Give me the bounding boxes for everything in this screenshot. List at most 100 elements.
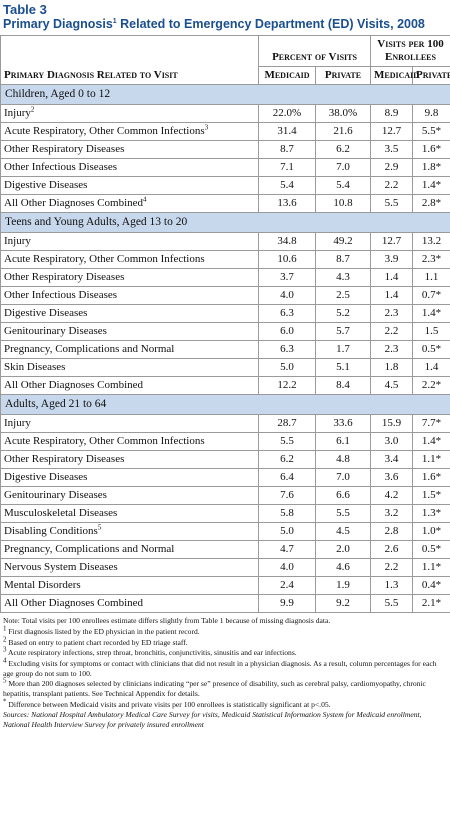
data-row: Other Respiratory Diseases 3.7 4.3 1.4 1.1 xyxy=(0,268,450,287)
section-title: Children, Aged 0 to 12 xyxy=(0,84,450,105)
value-cell: 0.5* xyxy=(412,540,450,559)
data-row: All Other Diagnoses Combined 12.2 8.4 4.5 2.… xyxy=(0,376,450,395)
value-cell: 1.4* xyxy=(412,176,450,195)
value-cell: 1.4 xyxy=(370,268,413,287)
footnote: 4 Excluding visits for symptoms or conta… xyxy=(3,657,447,678)
row-label: Other Respiratory Diseases xyxy=(4,453,125,465)
value-cell: 1.1* xyxy=(412,558,450,577)
value-cell: 1.3 xyxy=(370,576,413,595)
value-cell: 8.7 xyxy=(315,250,371,269)
value-cell: 1.6* xyxy=(412,140,450,159)
value-cell: 3.7 xyxy=(258,268,316,287)
row-label-cell: Other Respiratory Diseases xyxy=(0,140,259,159)
section-title: Teens and Young Adults, Aged 13 to 20 xyxy=(0,212,450,233)
value-cell: 1.5* xyxy=(412,486,450,505)
row-label-cell: Other Respiratory Diseases xyxy=(0,268,259,287)
header-row: Primary Diagnosis Related to Visit Percen… xyxy=(0,35,450,85)
value-cell: 1.0* xyxy=(412,522,450,541)
value-cell: 6.0 xyxy=(258,322,316,341)
row-label-cell: Other Infectious Diseases xyxy=(0,158,259,177)
value-cell: 2.3 xyxy=(370,340,413,359)
value-cell: 2.1* xyxy=(412,594,450,613)
table-label: Table 3 xyxy=(3,2,47,17)
value-cell: 10.6 xyxy=(258,250,316,269)
value-cell: 7.0 xyxy=(315,468,371,487)
value-cell: 3.5 xyxy=(370,140,413,159)
footnote-ref: 3 xyxy=(204,123,209,132)
value-cell: 5.5 xyxy=(370,594,413,613)
data-row: Other Infectious Diseases 4.0 2.5 1.4 0.7* xyxy=(0,286,450,305)
footnote-ref: 4 xyxy=(143,195,147,204)
value-cell: 8.9 xyxy=(370,104,413,123)
value-cell: 0.5* xyxy=(412,340,450,359)
row-label: Genitourinary Diseases xyxy=(4,325,107,337)
value-cell: 21.6 xyxy=(315,122,371,141)
value-cell: 2.5 xyxy=(315,286,371,305)
value-cell: 1.1 xyxy=(412,268,450,287)
value-cell: 4.7 xyxy=(258,540,316,559)
footnote-mark: * xyxy=(3,697,7,706)
row-label: Mental Disorders xyxy=(4,579,81,591)
value-cell: 1.9 xyxy=(315,576,371,595)
data-row: Nervous System Diseases 4.0 4.6 2.2 1.1* xyxy=(0,558,450,577)
value-cell: 5.7 xyxy=(315,322,371,341)
value-cell: 49.2 xyxy=(315,232,371,251)
footnote-mark: 1 xyxy=(3,624,7,633)
row-label-cell: Acute Respiratory, Other Common Infectio… xyxy=(0,122,259,141)
data-row: Genitourinary Diseases 6.0 5.7 2.2 1.5 xyxy=(0,322,450,341)
value-cell: 1.1* xyxy=(412,450,450,469)
row-label: Acute Respiratory, Other Common Infectio… xyxy=(4,253,205,265)
header-row: Medicaid Private Medicaid Private xyxy=(1,66,450,85)
value-cell: 38.0% xyxy=(315,104,371,123)
row-label: Acute Respiratory, Other Common Infectio… xyxy=(4,435,205,447)
group-header: Percent of Visits xyxy=(258,35,371,67)
value-cell: 15.9 xyxy=(370,414,413,433)
section-row: Teens and Young Adults, Aged 13 to 20 xyxy=(0,212,450,233)
row-label-cell: Digestive Diseases xyxy=(0,304,259,323)
data-row: Mental Disorders 2.4 1.9 1.3 0.4* xyxy=(0,576,450,595)
value-cell: 5.8 xyxy=(258,504,316,523)
row-label: Other Respiratory Diseases xyxy=(4,143,125,155)
value-cell: 5.2 xyxy=(315,304,371,323)
value-cell: 2.6 xyxy=(370,540,413,559)
value-cell: 12.7 xyxy=(370,232,413,251)
footnote-mark: 3 xyxy=(3,645,7,654)
data-row: All Other Diagnoses Combined 9.9 9.2 5.5 2.1… xyxy=(0,594,450,613)
value-cell: 4.6 xyxy=(315,558,371,577)
value-cell: 33.6 xyxy=(315,414,371,433)
row-label: Disabling Conditions xyxy=(4,525,98,537)
data-row: Other Infectious Diseases 7.1 7.0 2.9 1.8* xyxy=(0,158,450,177)
row-label: Other Respiratory Diseases xyxy=(4,271,125,283)
value-cell: 5.5 xyxy=(315,504,371,523)
footnote-text: Acute respiratory infections, strep thro… xyxy=(7,648,297,658)
data-row: Digestive Diseases 6.4 7.0 3.6 1.6* xyxy=(0,468,450,487)
value-cell: 5.4 xyxy=(258,176,316,195)
value-cell: 13.2 xyxy=(412,232,450,251)
row-label-cell: Digestive Diseases xyxy=(0,176,259,195)
value-cell: 2.4 xyxy=(258,576,316,595)
row-label: Genitourinary Diseases xyxy=(4,489,107,501)
row-label-cell: All Other Diagnoses Combined4 xyxy=(0,194,259,213)
column-header: Medicaid xyxy=(370,66,419,85)
footnote: 1 First diagnosis listed by the ED physi… xyxy=(3,624,447,636)
value-cell: 10.8 xyxy=(315,194,371,213)
data-row: Digestive Diseases 6.3 5.2 2.3 1.4* xyxy=(0,304,450,323)
footnote-text: First diagnosis listed by the ED physici… xyxy=(8,626,200,636)
footnote-text: Based on entry to patient chart recorded… xyxy=(8,637,188,647)
value-cell: 7.6 xyxy=(258,486,316,505)
footnote-ref: 5 xyxy=(97,523,102,532)
row-label: Injury xyxy=(4,107,31,119)
data-row: Skin Diseases 5.0 5.1 1.8 1.4 xyxy=(0,358,450,377)
row-label-cell: Genitourinary Diseases xyxy=(0,486,259,505)
value-cell: 1.3* xyxy=(412,504,450,523)
row-label-cell: Disabling Conditions5 xyxy=(0,522,259,541)
value-cell: 4.3 xyxy=(315,268,371,287)
row-label-cell: Skin Diseases xyxy=(0,358,259,377)
row-label: Injury xyxy=(4,417,31,429)
row-label-cell: Mental Disorders xyxy=(0,576,259,595)
row-label-cell: Injury xyxy=(0,232,259,251)
row-label-cell: Genitourinary Diseases xyxy=(0,322,259,341)
data-row: All Other Diagnoses Combined4 13.6 10.8 5.5… xyxy=(0,194,450,213)
value-cell: 28.7 xyxy=(258,414,316,433)
value-cell: 1.6* xyxy=(412,468,450,487)
